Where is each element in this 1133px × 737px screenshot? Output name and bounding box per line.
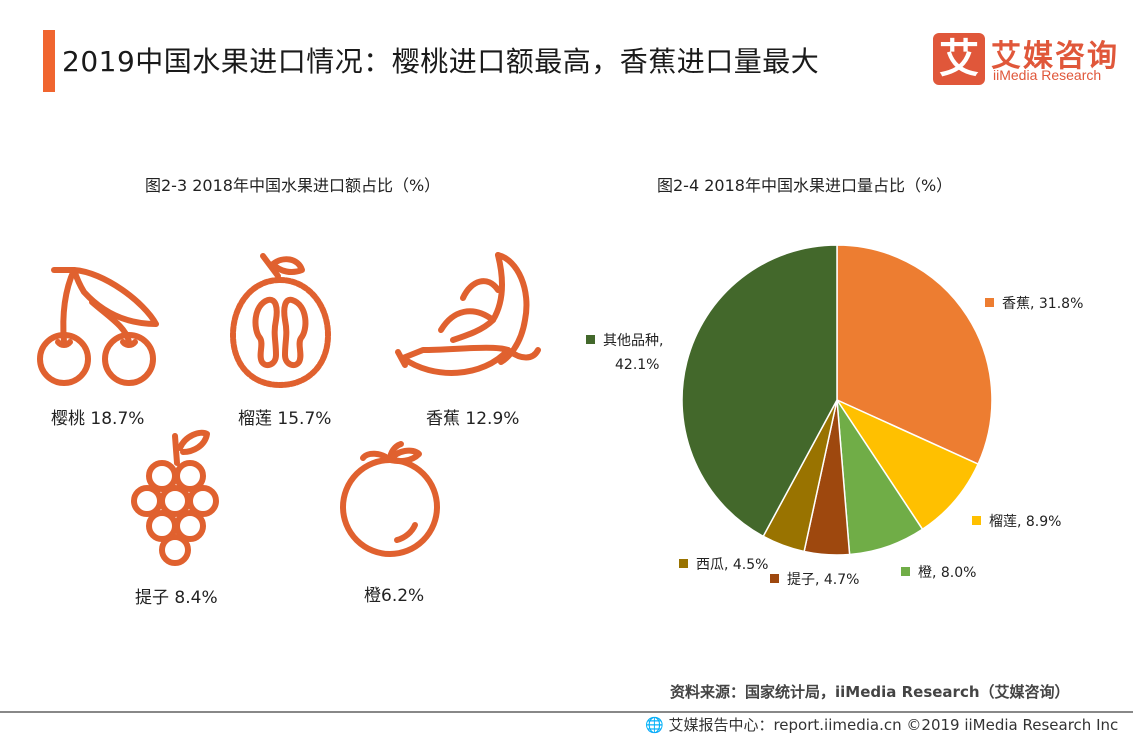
legend-banana: 香蕉, 31.8% [985, 293, 1083, 313]
orange-label: 橙6.2% [364, 586, 425, 606]
logo-name-en: iiMedia Research [993, 67, 1102, 83]
orange-icon [335, 440, 445, 560]
legend-swatch [985, 298, 994, 307]
grape-label: 提子 8.4% [135, 588, 218, 608]
durian-label: 榴莲 15.7% [238, 409, 332, 429]
report-center-text: 艾媒报告中心：report.iimedia.cn ©2019 iiMedia R… [668, 716, 1119, 734]
banana-icon [393, 250, 543, 385]
durian-icon [228, 250, 333, 390]
globe-icon: 🌐 [645, 716, 664, 734]
legend-others-value: 42.1% [615, 357, 660, 373]
left-chart-title: 图2-3 2018年中国水果进口额占比（%） [145, 176, 441, 195]
iimedia-logo: 艾 艾媒咨询 iiMedia Research [933, 33, 1133, 88]
page-title: 2019中国水果进口情况：樱桃进口额最高，香蕉进口量最大 [62, 45, 820, 78]
legend-swatch [586, 335, 595, 344]
pie-slice-durian [834, 398, 980, 531]
legend-swatch [770, 574, 779, 583]
data-source: 资料来源：国家统计局，iiMedia Research（艾媒咨询） [670, 683, 1070, 701]
cherry-label: 樱桃 18.7% [51, 409, 145, 429]
legend-swatch [901, 567, 910, 576]
grape-icon [125, 428, 230, 568]
cherry-icon [34, 262, 159, 387]
footer: 🌐 艾媒报告中心：report.iimedia.cn ©2019 iiMedia… [645, 714, 1118, 735]
legend-swatch [679, 559, 688, 568]
legend-others: 其他品种, [586, 330, 663, 350]
import-volume-pie-chart [680, 243, 994, 561]
pie-slice-others [681, 244, 838, 538]
title-accent-bar [43, 30, 55, 92]
logo-mark-icon: 艾 [933, 33, 985, 85]
legend-watermelon: 西瓜, 4.5% [679, 554, 768, 574]
banana-label: 香蕉 12.9% [426, 409, 520, 429]
legend-grape: 提子, 4.7% [770, 569, 859, 589]
legend-orange: 橙, 8.0% [901, 562, 976, 582]
footer-divider [0, 711, 1133, 713]
legend-durian: 榴莲, 8.9% [972, 511, 1061, 531]
logo-name-cn: 艾媒咨询 [991, 39, 1119, 74]
legend-swatch [972, 516, 981, 525]
right-chart-title: 图2-4 2018年中国水果进口量占比（%） [657, 176, 953, 195]
pie-slice-banana [836, 244, 993, 466]
